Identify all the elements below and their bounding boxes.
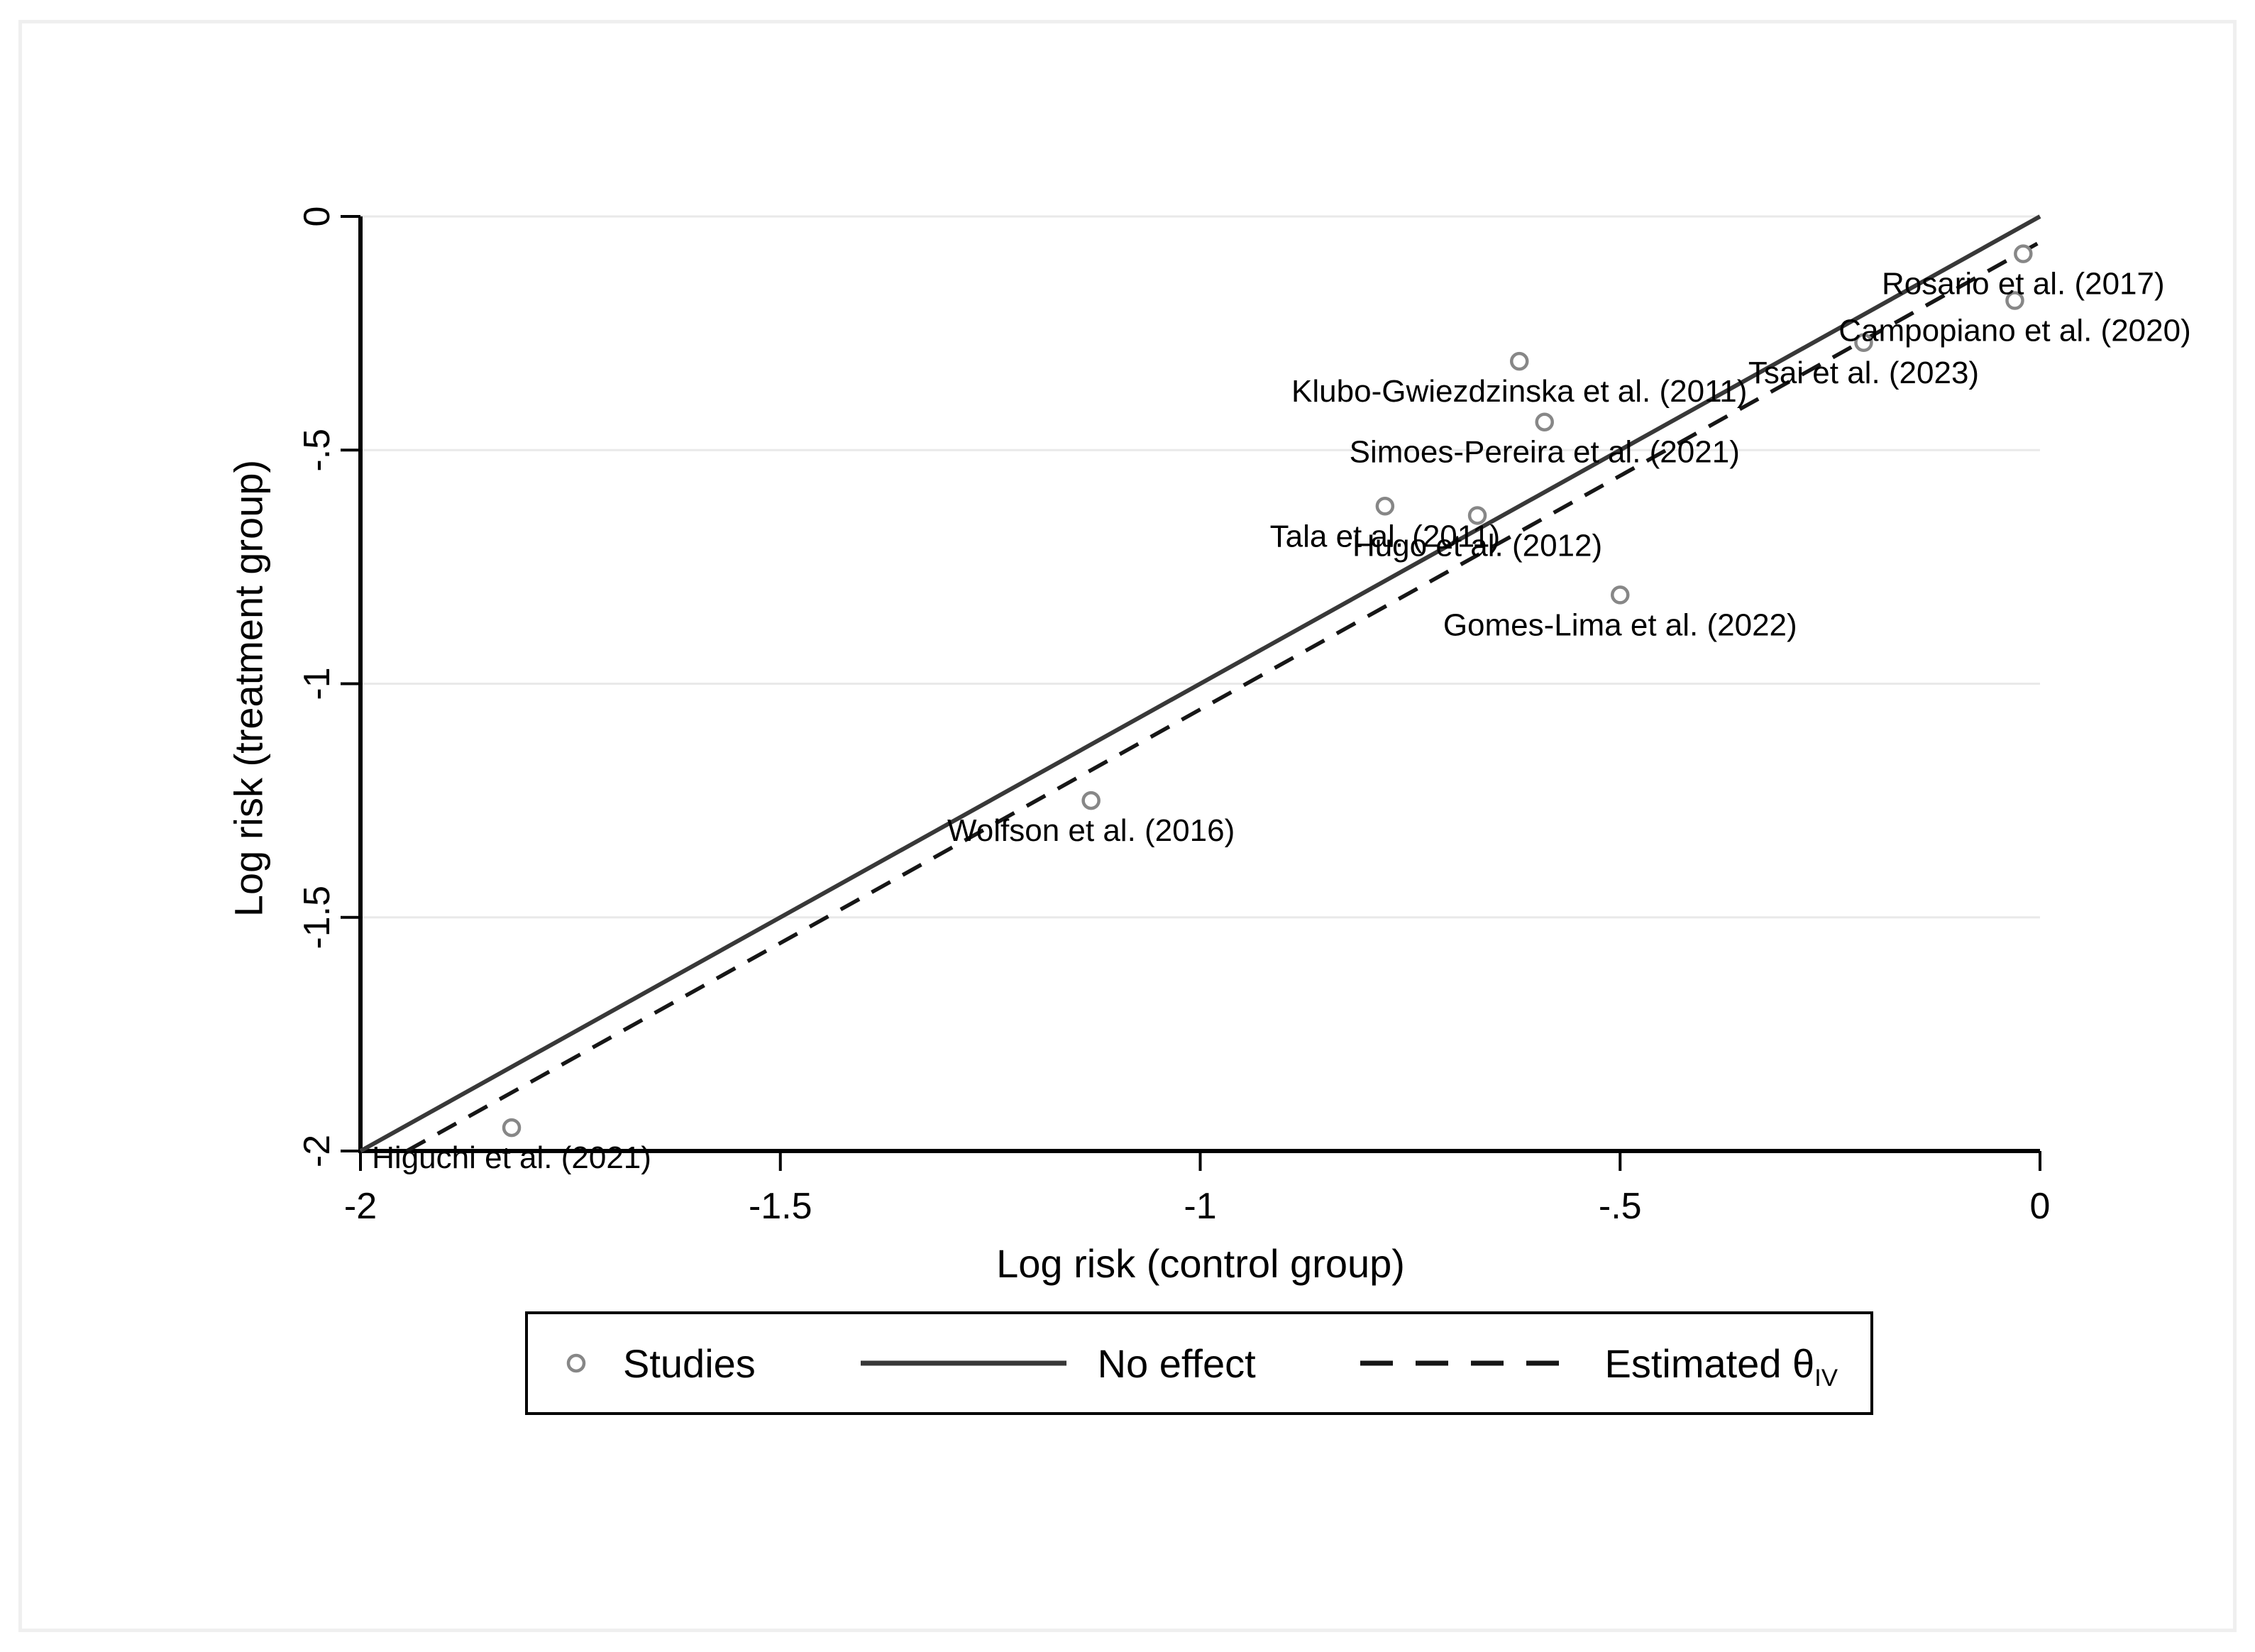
legend-item-no-effect: No effect: [860, 1340, 1256, 1387]
legend-label-studies: Studies: [623, 1340, 756, 1386]
legend: Studies No effect Estimated θIV: [525, 1311, 1873, 1415]
data-point-marker: [1611, 585, 1630, 605]
theta-subscript: IV: [1814, 1364, 1838, 1392]
data-point-marker: [1375, 497, 1395, 516]
y-axis-tick-label: -.5: [297, 429, 338, 472]
solid-line-icon: [860, 1360, 1066, 1366]
estimated-theta-line: [405, 240, 2041, 1153]
legend-item-studies: Studies: [561, 1340, 756, 1387]
y-axis-tick-label: 0: [297, 206, 338, 227]
y-axis-title: Log risk (treatment group): [226, 459, 271, 918]
studies-marker-icon: [566, 1353, 586, 1373]
x-axis-tick-label: -2: [344, 1186, 377, 1227]
legend-label-no-effect: No effect: [1097, 1340, 1256, 1386]
y-axis-tick-label: -1.5: [297, 886, 338, 949]
data-point-label: Gomes-Lima et al. (2022): [1443, 607, 1797, 642]
data-point-marker: [1467, 506, 1487, 525]
data-point-marker: [1535, 412, 1554, 431]
data-point-label: Campopiano et al. (2020): [1838, 314, 2191, 348]
data-point-label: Simoes-Pereira et al. (2021): [1350, 435, 1740, 470]
legend-label-estimated: Estimated θIV: [1604, 1340, 1838, 1392]
no-effect-line: [359, 214, 2041, 1153]
y-axis-tick-label: -1: [297, 667, 338, 700]
data-point-marker: [1509, 351, 1529, 371]
data-point-marker: [502, 1118, 522, 1138]
data-point-label: Higuchi et al. (2021): [372, 1140, 651, 1175]
data-point-label: Hugo et al. (2012): [1352, 528, 1602, 563]
data-point-label: Wolfson et al. (2016): [947, 813, 1235, 848]
x-axis-tick-label: 0: [2030, 1186, 2051, 1227]
dashed-line-icon: [1360, 1360, 1574, 1366]
x-axis-title: Log risk (control group): [996, 1241, 1405, 1286]
data-point-marker: [1854, 333, 1873, 353]
data-point-marker: [2014, 244, 2033, 263]
x-axis-tick-label: -1.5: [749, 1186, 812, 1227]
data-point-marker: [1081, 791, 1101, 810]
legend-item-estimated: Estimated θIV: [1360, 1340, 1838, 1392]
data-point-label: Tsai et al. (2023): [1748, 356, 1979, 390]
x-axis-tick-label: -.5: [1599, 1186, 1642, 1227]
data-point-label: Klubo-Gwiezdzinska et al. (2011): [1291, 374, 1747, 409]
x-axis-tick-label: -1: [1184, 1186, 1216, 1227]
data-point-label: Rosario et al. (2017): [1882, 267, 2165, 302]
y-axis-tick-label: -2: [297, 1135, 338, 1167]
data-point-label: Tala et al. (2011): [1270, 519, 1500, 554]
data-point-marker: [2005, 291, 2024, 310]
